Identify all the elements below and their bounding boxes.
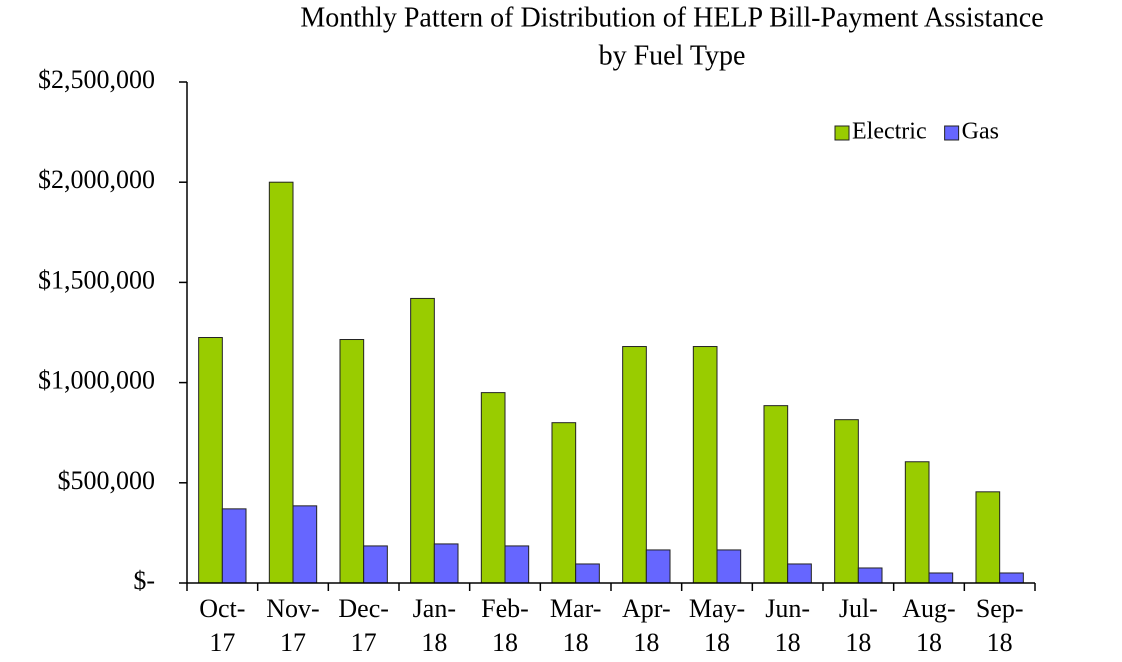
x-tick-label: Jan- bbox=[413, 594, 456, 623]
y-tick-label: $2,500,000 bbox=[38, 65, 155, 94]
bar bbox=[716, 549, 742, 584]
legend-label: Gas bbox=[962, 119, 999, 145]
x-tick-label: 17 bbox=[209, 628, 235, 657]
bar bbox=[363, 545, 388, 584]
bar bbox=[787, 563, 812, 584]
x-tick-label: 18 bbox=[845, 628, 871, 657]
x-tick-label: 18 bbox=[421, 628, 447, 657]
x-tick-label: 18 bbox=[916, 628, 942, 657]
bar bbox=[504, 545, 530, 584]
bar bbox=[433, 543, 459, 584]
bar bbox=[692, 346, 718, 584]
x-tick-label: Dec- bbox=[338, 594, 389, 623]
legend-swatch bbox=[944, 125, 960, 141]
x-tick-label: Nov- bbox=[266, 594, 319, 623]
bar bbox=[268, 181, 294, 584]
bar bbox=[834, 419, 859, 584]
bar bbox=[763, 405, 789, 584]
x-tick-label: 18 bbox=[775, 628, 801, 657]
bar bbox=[410, 297, 435, 584]
x-tick-label: Jun- bbox=[765, 594, 810, 623]
bar bbox=[551, 422, 577, 584]
bar bbox=[339, 339, 365, 584]
chart-title: Monthly Pattern of Distribution of HELP … bbox=[300, 2, 1043, 33]
x-tick-label: Jul- bbox=[839, 594, 878, 623]
x-tick-label: May- bbox=[689, 594, 745, 623]
bar bbox=[645, 549, 671, 584]
legend-swatch bbox=[834, 125, 850, 141]
bar bbox=[575, 563, 600, 584]
x-tick-label: 18 bbox=[704, 628, 730, 657]
bar bbox=[480, 392, 506, 584]
y-tick-label: $500,000 bbox=[58, 466, 156, 495]
bar bbox=[857, 567, 883, 584]
y-tick-label: $1,000,000 bbox=[38, 366, 155, 395]
bar bbox=[928, 572, 954, 584]
x-tick-label: Oct- bbox=[199, 594, 245, 623]
x-tick-label: Feb- bbox=[481, 594, 529, 623]
bar bbox=[198, 337, 223, 584]
bar bbox=[975, 491, 1001, 584]
bar bbox=[221, 508, 247, 584]
bar bbox=[292, 505, 318, 584]
bar bbox=[622, 346, 647, 584]
x-tick-label: Mar- bbox=[550, 594, 601, 623]
bar bbox=[904, 461, 930, 584]
y-tick-label: $2,000,000 bbox=[38, 165, 155, 194]
x-tick-label: 17 bbox=[280, 628, 306, 657]
legend-label: Electric bbox=[852, 119, 927, 145]
bar bbox=[999, 572, 1024, 584]
x-tick-label: 18 bbox=[633, 628, 659, 657]
y-tick-label: $1,500,000 bbox=[38, 265, 155, 294]
x-tick-label: 18 bbox=[492, 628, 518, 657]
x-tick-label: 17 bbox=[351, 628, 377, 657]
x-tick-label: 18 bbox=[987, 628, 1013, 657]
y-tick-label: $- bbox=[133, 566, 155, 595]
chart-title: by Fuel Type bbox=[599, 40, 746, 71]
x-tick-label: 18 bbox=[563, 628, 589, 657]
x-tick-label: Apr- bbox=[622, 594, 671, 623]
x-tick-label: Sep- bbox=[976, 594, 1024, 623]
x-tick-label: Aug- bbox=[902, 594, 955, 623]
